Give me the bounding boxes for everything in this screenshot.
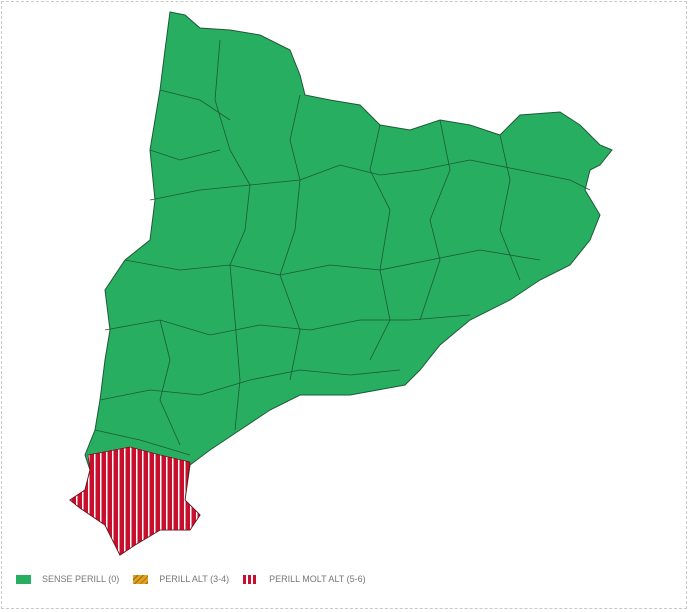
legend-item-very-high: PERILL MOLT ALT (5-6) bbox=[243, 574, 366, 584]
ebro-delta-bay bbox=[140, 538, 170, 546]
legend-label: SENSE PERILL (0) bbox=[42, 574, 120, 584]
region-very-high-danger[interactable] bbox=[69, 446, 201, 556]
solid-green-swatch-icon bbox=[16, 574, 31, 584]
comarca-borders bbox=[94, 39, 591, 456]
legend-label: PERILL MOLT ALT (5-6) bbox=[269, 574, 366, 584]
orange-hatched-swatch-icon bbox=[133, 574, 149, 584]
region-safe[interactable] bbox=[69, 11, 613, 556]
legend-item-safe: SENSE PERILL (0) bbox=[16, 574, 119, 584]
legend-label: PERILL ALT (3-4) bbox=[159, 574, 230, 584]
legend: SENSE PERILL (0) PERILL ALT (3-4) PERILL… bbox=[16, 574, 380, 584]
legend-item-high: PERILL ALT (3-4) bbox=[133, 574, 229, 584]
red-striped-swatch-icon bbox=[243, 574, 259, 584]
